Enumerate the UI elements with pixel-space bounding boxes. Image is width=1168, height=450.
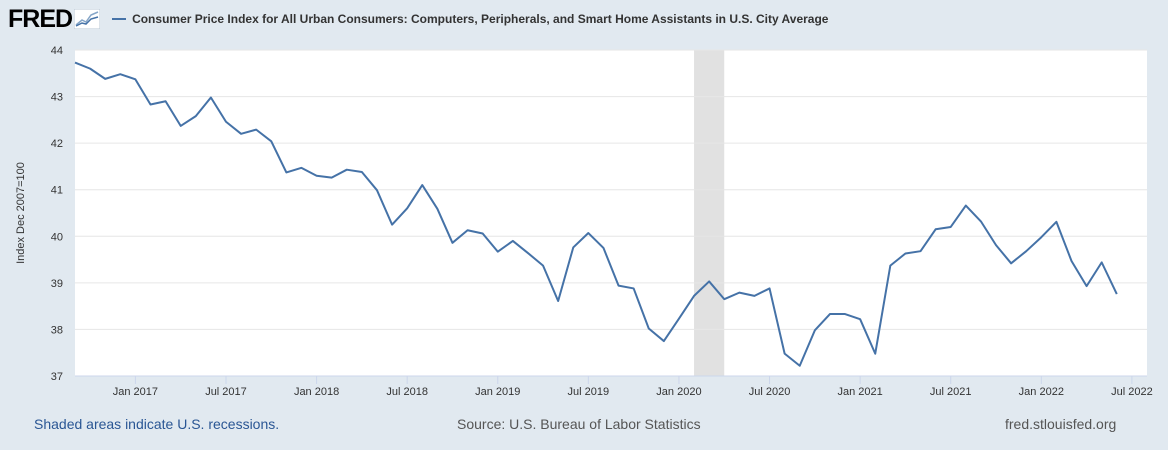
- x-tick-label: Jul 2019: [568, 386, 610, 398]
- y-tick-label: 39: [51, 278, 63, 290]
- x-tick-label: Jan 2022: [1019, 386, 1064, 398]
- x-tick-label: Jan 2021: [837, 386, 882, 398]
- site-link[interactable]: fred.stlouisfed.org: [1005, 416, 1117, 432]
- x-tick-label: Jul 2022: [1111, 386, 1153, 398]
- source-credit: Source: U.S. Bureau of Labor Statistics: [457, 416, 701, 432]
- plot-area: [75, 50, 1147, 376]
- x-tick-label: Jul 2017: [205, 386, 247, 398]
- y-tick-label: 40: [51, 231, 63, 243]
- x-tick-label: Jul 2020: [749, 386, 791, 398]
- trend-chart-icon: [74, 9, 101, 29]
- x-tick-label: Jul 2018: [386, 386, 428, 398]
- y-tick-label: 43: [51, 92, 63, 104]
- recession-shade: [694, 50, 725, 376]
- y-tick-label: 37: [51, 371, 63, 383]
- x-tick-label: Jan 2017: [113, 386, 158, 398]
- recession-note[interactable]: Shaded areas indicate U.S. recessions.: [34, 416, 280, 432]
- x-tick-label: Jul 2021: [930, 386, 972, 398]
- y-tick-label: 38: [51, 324, 63, 336]
- chart-header: FRED Consumer Price Index for All Urban …: [8, 6, 828, 32]
- x-tick-label: Jan 2018: [294, 386, 339, 398]
- series-line: [74, 61, 1118, 367]
- series-title: Consumer Price Index for All Urban Consu…: [132, 12, 829, 26]
- x-tick-label: Jan 2019: [475, 386, 520, 398]
- x-tick-label: Jan 2020: [656, 386, 701, 398]
- y-tick-label: 42: [51, 138, 63, 150]
- legend-swatch: [112, 18, 127, 20]
- y-tick-label: 41: [51, 185, 63, 197]
- fred-logo[interactable]: FRED: [8, 4, 73, 33]
- y-tick-label: 44: [51, 45, 63, 57]
- y-axis-label: Index Dec 2007=100: [15, 162, 27, 264]
